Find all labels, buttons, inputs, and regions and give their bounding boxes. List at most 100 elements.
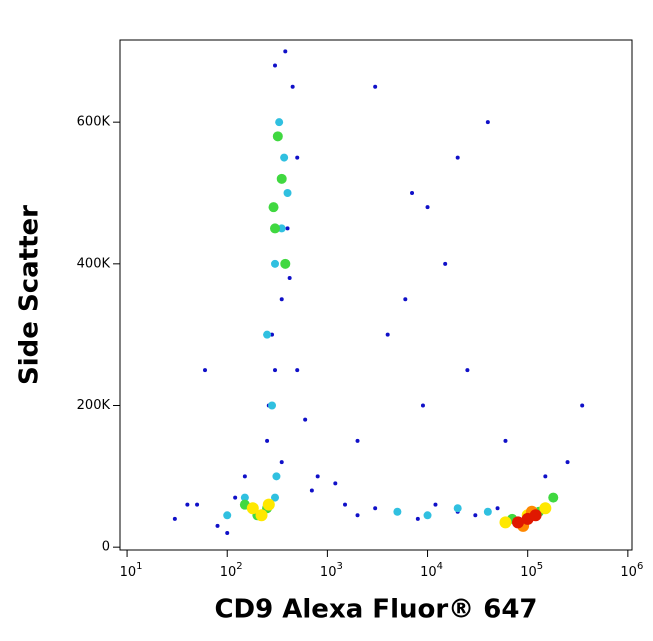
- point: [215, 523, 220, 528]
- point: [240, 493, 249, 502]
- point: [268, 202, 279, 213]
- x-tick-exponent: 4: [437, 561, 443, 572]
- point: [355, 513, 360, 518]
- point: [529, 509, 542, 522]
- x-tick-label: 102: [220, 561, 243, 580]
- point: [233, 495, 238, 500]
- point: [270, 332, 275, 337]
- x-tick-label: 105: [520, 561, 543, 580]
- point: [499, 516, 512, 529]
- point: [420, 403, 425, 408]
- point: [283, 49, 288, 54]
- point: [539, 502, 552, 515]
- y-tick-label: 600K: [77, 115, 111, 130]
- x-tick-base: 10: [320, 565, 337, 580]
- x-tick-base: 10: [620, 565, 637, 580]
- point: [580, 403, 585, 408]
- point: [276, 173, 287, 184]
- point: [315, 474, 320, 479]
- x-tick-label: 101: [120, 561, 143, 580]
- x-tick-label: 103: [320, 561, 343, 580]
- x-tick-exponent: 1: [136, 561, 142, 572]
- point: [495, 506, 500, 511]
- point: [373, 84, 378, 89]
- point: [279, 460, 284, 465]
- point: [483, 507, 492, 516]
- point: [290, 84, 295, 89]
- point: [272, 472, 281, 481]
- x-tick-base: 10: [420, 565, 437, 580]
- point: [455, 155, 460, 160]
- point: [465, 368, 470, 373]
- x-tick-base: 10: [220, 565, 237, 580]
- y-tick-label: 200K: [77, 398, 111, 413]
- point: [295, 368, 300, 373]
- x-tick-exponent: 3: [336, 561, 342, 572]
- x-axis-title: CD9 Alexa Fluor® 647: [214, 595, 537, 625]
- y-tick-label: 0: [102, 540, 110, 555]
- point: [277, 224, 286, 233]
- point: [279, 297, 284, 302]
- plot-frame: [119, 39, 633, 551]
- point: [195, 502, 200, 507]
- point: [425, 205, 430, 210]
- point: [403, 297, 408, 302]
- x-tick-base: 10: [520, 565, 537, 580]
- point: [453, 504, 462, 513]
- point: [271, 493, 280, 502]
- point: [503, 438, 508, 443]
- point: [262, 498, 275, 511]
- point: [225, 531, 230, 535]
- point: [270, 223, 281, 234]
- point: [263, 330, 272, 339]
- x-tick-label: 104: [420, 561, 443, 580]
- point: [410, 191, 415, 195]
- point: [415, 516, 420, 521]
- point: [280, 258, 291, 269]
- point: [255, 509, 268, 522]
- point: [295, 155, 300, 160]
- point: [272, 131, 283, 142]
- point: [223, 511, 232, 520]
- point: [309, 488, 314, 493]
- point: [433, 502, 438, 507]
- point: [203, 368, 208, 373]
- point: [343, 502, 348, 507]
- point: [373, 506, 378, 511]
- point: [565, 460, 570, 465]
- point: [265, 438, 270, 443]
- point: [511, 516, 524, 529]
- x-tick-base: 10: [120, 565, 137, 580]
- point: [355, 438, 360, 443]
- point: [443, 261, 448, 266]
- point: [172, 516, 177, 521]
- point: [285, 226, 290, 231]
- point: [185, 502, 190, 507]
- point: [303, 417, 308, 422]
- point: [287, 276, 292, 280]
- point: [268, 401, 277, 410]
- point: [473, 513, 478, 518]
- point: [242, 474, 247, 479]
- point: [271, 259, 280, 268]
- point: [283, 189, 292, 197]
- point: [280, 153, 289, 162]
- point: [333, 481, 338, 486]
- x-tick-exponent: 6: [637, 561, 643, 572]
- x-tick-exponent: 5: [537, 561, 543, 572]
- point: [275, 118, 284, 127]
- point: [423, 511, 432, 520]
- point: [385, 332, 390, 337]
- x-tick-exponent: 2: [236, 561, 242, 572]
- x-tick-label: 106: [620, 561, 643, 580]
- point: [246, 502, 259, 515]
- point: [273, 63, 278, 68]
- point: [543, 474, 548, 479]
- point: [273, 368, 278, 373]
- point: [548, 492, 559, 503]
- y-tick-label: 400K: [77, 256, 111, 271]
- y-axis-title: Side Scatter: [15, 205, 45, 385]
- point: [393, 507, 402, 516]
- point: [485, 120, 490, 125]
